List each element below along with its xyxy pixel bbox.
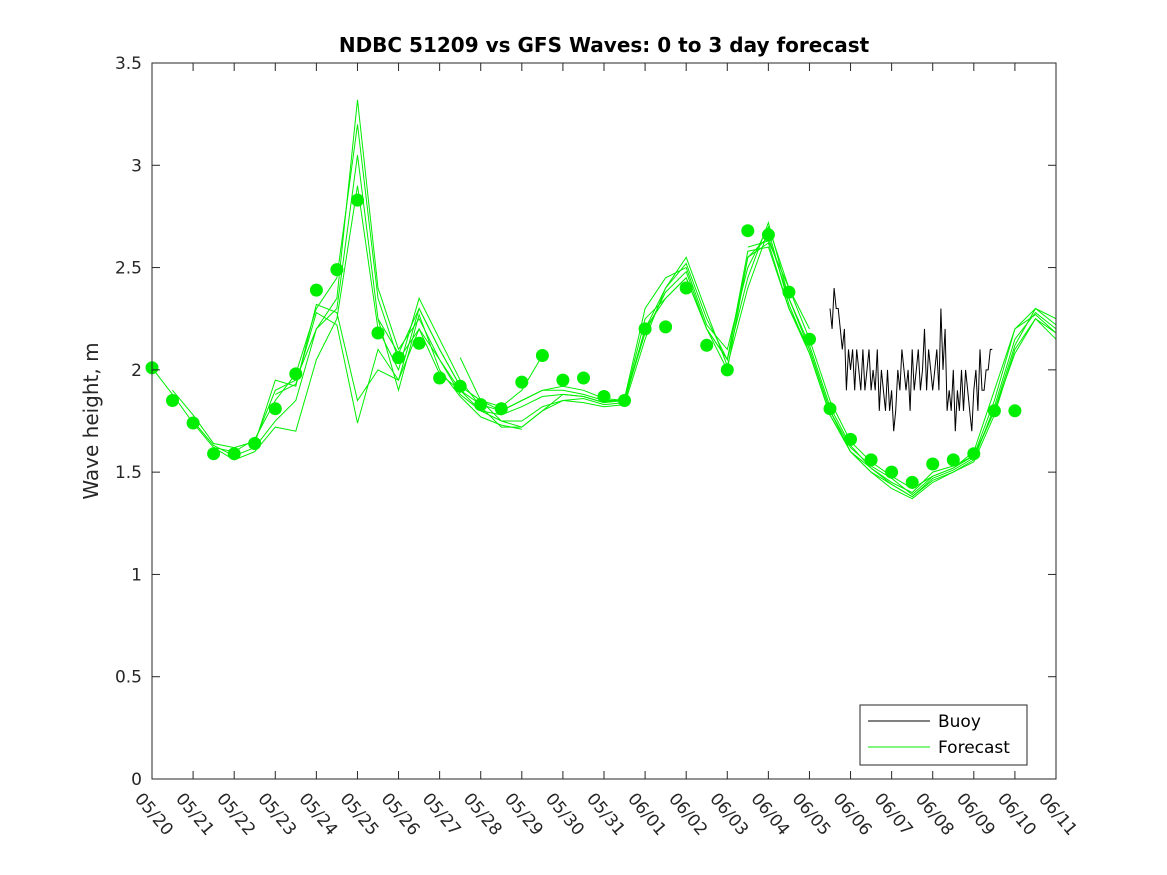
- forecast-dot: [803, 332, 816, 346]
- forecast-dot: [330, 263, 344, 277]
- forecast-run-line: [377, 312, 522, 430]
- forecast-dot: [741, 224, 755, 238]
- forecast-dot: [864, 453, 878, 467]
- forecast-dot: [309, 283, 323, 297]
- legend-box: [859, 704, 1028, 766]
- forecast-dot: [268, 402, 282, 416]
- buoy-line: [829, 287, 993, 432]
- forecast-dot: [1008, 404, 1022, 418]
- y-tick-label: 1: [131, 565, 142, 585]
- forecast-dot: [577, 371, 590, 385]
- forecast-dot: [844, 432, 857, 446]
- forecast-run-line: [213, 185, 1057, 500]
- forecast-dot: [412, 336, 426, 350]
- forecast-dot: [679, 281, 693, 295]
- forecast-dot: [474, 398, 488, 412]
- forecast-dot: [186, 416, 200, 430]
- forecast-dot: [700, 338, 714, 352]
- series-layer: [145, 99, 1057, 500]
- y-tick-label: 0: [131, 770, 142, 790]
- forecast-dot: [885, 465, 899, 479]
- forecast-dot: [946, 453, 960, 467]
- forecast-dot: [987, 404, 1001, 418]
- forecast-dot: [351, 193, 364, 207]
- forecast-dot: [371, 326, 385, 340]
- forecast-dot: [207, 447, 221, 461]
- y-tick-label: 2: [131, 361, 142, 381]
- forecast-run-line: [275, 242, 1057, 498]
- forecast-dot: [967, 447, 981, 461]
- forecast-dot: [782, 285, 796, 299]
- forecast-dot: [227, 447, 241, 461]
- forecast-dot: [597, 390, 611, 403]
- y-tick-label: 3: [131, 156, 142, 176]
- forecast-dot: [823, 402, 837, 416]
- forecast-dot: [289, 367, 303, 381]
- legend-buoy-label: Buoy: [938, 712, 981, 732]
- forecast-dot: [905, 475, 919, 489]
- forecast-dot: [433, 371, 447, 385]
- forecast-dot: [166, 394, 179, 407]
- y-axis-label: Wave height, m: [79, 342, 103, 499]
- forecast-dot: [248, 437, 262, 450]
- forecast-dot: [494, 402, 508, 416]
- forecast-run-line: [747, 240, 810, 330]
- forecast-dot: [659, 320, 673, 334]
- legend-forecast-label: Forecast: [938, 738, 1010, 758]
- forecast-dot: [556, 373, 570, 387]
- plot-area: [152, 63, 1056, 779]
- forecast-dot: [392, 351, 405, 365]
- forecast-dot: [720, 363, 734, 377]
- y-tick-label: 3.5: [115, 54, 142, 74]
- y-tick-label: 1.5: [115, 463, 142, 483]
- forecast-dot: [638, 322, 652, 336]
- forecast-dot: [761, 228, 775, 242]
- y-tick-label: 2.5: [115, 259, 142, 279]
- chart-title: NDBC 51209 vs GFS Waves: 0 to 3 day fore…: [339, 33, 870, 57]
- forecast-dot: [535, 349, 549, 362]
- forecast-dot: [926, 457, 940, 471]
- forecast-dot: [515, 375, 529, 389]
- y-tick-label: 0.5: [115, 668, 142, 688]
- forecast-run-line: [254, 246, 1057, 496]
- legend: Buoy Forecast: [859, 704, 1028, 766]
- forecast-dot: [618, 394, 631, 407]
- forecast-dot: [453, 379, 467, 393]
